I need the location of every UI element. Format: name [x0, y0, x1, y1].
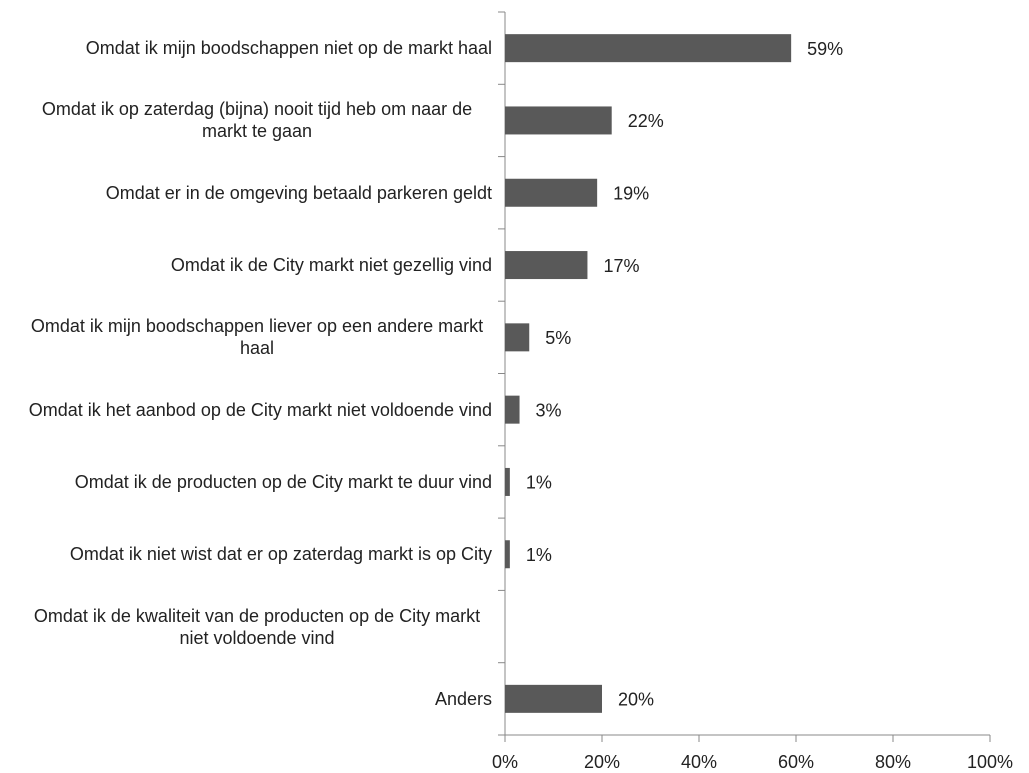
- category-label: Anders: [10, 688, 492, 710]
- x-tick-label: 40%: [681, 752, 717, 772]
- x-tick-label: 20%: [584, 752, 620, 772]
- category-label: Omdat ik de kwaliteit van de producten o…: [10, 605, 492, 649]
- category-text: Omdat ik de City markt niet gezellig vin…: [170, 255, 492, 276]
- category-text: Omdat ik de kwaliteit van de producten o…: [33, 605, 481, 648]
- category-text: Omdat ik op zaterdag (bijna) nooit tijd …: [41, 99, 473, 142]
- category-label: Omdat ik de producten op de City markt t…: [10, 471, 492, 493]
- value-label: 20%: [618, 690, 654, 710]
- value-label: 3%: [536, 400, 562, 420]
- value-label: 5%: [545, 328, 571, 348]
- x-tick-label: 80%: [875, 752, 911, 772]
- category-text: Omdat ik het aanbod op de City markt nie…: [28, 399, 492, 420]
- value-label: 1%: [526, 545, 552, 565]
- value-label: 17%: [603, 256, 639, 276]
- category-text: Omdat ik de producten op de City markt t…: [74, 471, 492, 492]
- x-tick-label: 100%: [967, 752, 1013, 772]
- bar: [505, 178, 598, 207]
- category-text: Anders: [434, 688, 492, 709]
- category-label: Omdat ik de City markt niet gezellig vin…: [10, 254, 492, 276]
- bar: [505, 251, 588, 280]
- bar: [505, 395, 520, 424]
- value-label: 22%: [628, 111, 664, 131]
- bar: [505, 323, 530, 352]
- bar: [505, 467, 510, 496]
- category-label: Omdat ik niet wist dat er op zaterdag ma…: [10, 543, 492, 565]
- x-tick-label: 60%: [778, 752, 814, 772]
- value-label: 19%: [613, 184, 649, 204]
- category-text: Omdat ik mijn boodschappen niet op de ma…: [85, 38, 492, 59]
- category-text: Omdat ik niet wist dat er op zaterdag ma…: [69, 544, 492, 565]
- category-label: Omdat ik op zaterdag (bijna) nooit tijd …: [10, 98, 492, 142]
- category-label: Omdat ik mijn boodschappen niet op de ma…: [10, 37, 492, 59]
- value-label: 1%: [526, 473, 552, 493]
- bar: [505, 106, 612, 135]
- x-tick-label: 0%: [492, 752, 518, 772]
- bar: [505, 540, 510, 569]
- bar: [505, 684, 602, 713]
- bar: [505, 34, 792, 63]
- value-label: 59%: [807, 39, 843, 59]
- category-label: Omdat er in de omgeving betaald parkeren…: [10, 182, 492, 204]
- category-label: Omdat ik mijn boodschappen liever op een…: [10, 315, 492, 359]
- category-label: Omdat ik het aanbod op de City markt nie…: [10, 399, 492, 421]
- category-text: Omdat er in de omgeving betaald parkeren…: [105, 182, 492, 203]
- category-text: Omdat ik mijn boodschappen liever op een…: [30, 316, 484, 359]
